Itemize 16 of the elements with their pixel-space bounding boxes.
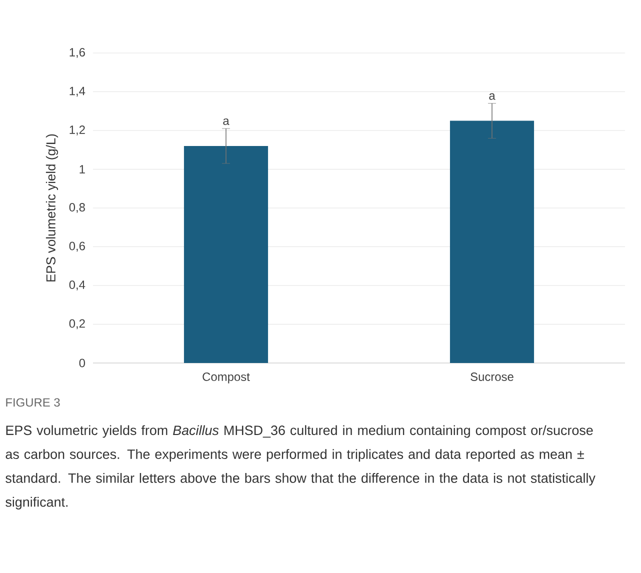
caption: FIGURE 3	[6, 398, 60, 407]
y-tick-label: 0,2	[69, 319, 85, 330]
x-tick-label: Compost	[202, 372, 250, 384]
text: EPS volumetric yields from Bacillus MHSD_36 cultured in medium containing compost or/sucrose as carbon sources. The experiments were performed in triplicates and data reported as mean ± standard. The similar letters above the bars show that the difference in the data is not statistically significant.	[6, 425, 596, 510]
y-tick-label: 1,4	[70, 86, 86, 97]
annotation: a	[223, 118, 230, 126]
y-tick-label: 0	[79, 358, 86, 368]
y-tick-label: 0,8	[69, 203, 85, 213]
annotation: a	[489, 93, 496, 100]
y-tick-label: 0,4	[69, 280, 86, 290]
y-tick-label: 0,6	[69, 242, 85, 252]
y-tick-label: 1,6	[70, 48, 85, 58]
y-tick-label: 1	[80, 165, 85, 174]
y-tick-label: 1,2	[70, 126, 85, 136]
y-axis-title: EPS volumetric yield (g/L)	[46, 134, 58, 282]
x-tick-label: Sucrose	[470, 372, 514, 381]
